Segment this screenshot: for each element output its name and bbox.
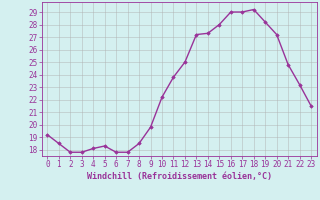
X-axis label: Windchill (Refroidissement éolien,°C): Windchill (Refroidissement éolien,°C) — [87, 172, 272, 181]
